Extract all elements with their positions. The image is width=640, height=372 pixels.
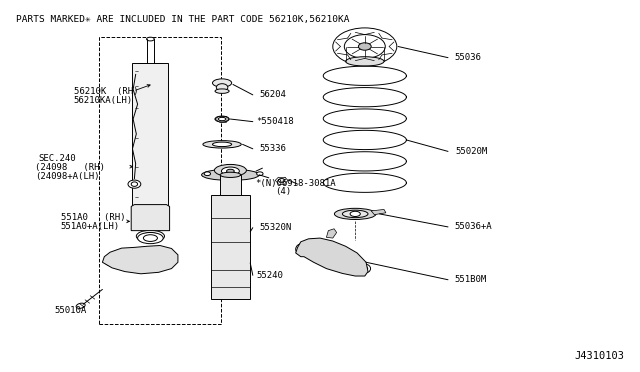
Circle shape <box>136 256 146 262</box>
Ellipse shape <box>350 211 360 217</box>
Bar <box>99 37 221 324</box>
Text: 55320N: 55320N <box>259 223 291 232</box>
Text: 55336: 55336 <box>259 144 286 153</box>
Text: 55036: 55036 <box>454 53 481 62</box>
Ellipse shape <box>202 169 259 180</box>
Circle shape <box>344 35 385 58</box>
Text: 56204: 56204 <box>259 90 286 99</box>
Text: *(N)06918-3081A: *(N)06918-3081A <box>255 179 335 187</box>
Text: 55010A: 55010A <box>54 306 86 315</box>
Ellipse shape <box>204 172 211 176</box>
Text: PARTS MARKED✳ ARE INCLUDED IN THE PART CODE 56210K,56210KA: PARTS MARKED✳ ARE INCLUDED IN THE PART C… <box>16 15 349 24</box>
Ellipse shape <box>311 247 342 265</box>
Text: 55036+A: 55036+A <box>454 222 492 231</box>
Ellipse shape <box>138 232 163 244</box>
Ellipse shape <box>319 251 334 261</box>
Ellipse shape <box>104 255 120 266</box>
Ellipse shape <box>147 235 154 238</box>
Text: 56210KA(LH): 56210KA(LH) <box>74 96 132 105</box>
Ellipse shape <box>359 264 371 273</box>
Ellipse shape <box>142 232 158 240</box>
Ellipse shape <box>334 208 376 219</box>
Ellipse shape <box>221 167 239 175</box>
Text: (24098+A(LH): (24098+A(LH) <box>35 172 100 181</box>
Bar <box>132 63 168 212</box>
Circle shape <box>333 28 397 65</box>
Ellipse shape <box>108 257 116 263</box>
Polygon shape <box>326 229 337 238</box>
Circle shape <box>358 43 371 50</box>
Ellipse shape <box>215 116 229 122</box>
Text: (4): (4) <box>275 187 291 196</box>
Ellipse shape <box>131 182 138 186</box>
Text: SEC.240: SEC.240 <box>38 154 76 163</box>
Ellipse shape <box>143 235 157 241</box>
Polygon shape <box>296 238 368 276</box>
Ellipse shape <box>163 256 170 261</box>
Text: *550418: *550418 <box>256 117 294 126</box>
Ellipse shape <box>227 169 234 173</box>
Bar <box>211 195 250 299</box>
Ellipse shape <box>220 172 241 177</box>
Bar <box>220 175 241 195</box>
Polygon shape <box>371 209 386 215</box>
Ellipse shape <box>346 57 384 66</box>
Ellipse shape <box>257 172 263 176</box>
Ellipse shape <box>218 118 226 121</box>
Ellipse shape <box>76 303 85 308</box>
Text: 551A0+A(LH): 551A0+A(LH) <box>61 222 120 231</box>
Ellipse shape <box>128 180 141 188</box>
Polygon shape <box>102 246 178 274</box>
Ellipse shape <box>342 210 368 218</box>
Ellipse shape <box>296 244 308 255</box>
Text: 551B0M: 551B0M <box>454 275 486 284</box>
Text: 551A0   (RH): 551A0 (RH) <box>61 213 125 222</box>
Text: (24098   (RH): (24098 (RH) <box>35 163 105 172</box>
Text: 55020M: 55020M <box>456 147 488 156</box>
Text: J4310103: J4310103 <box>574 351 624 361</box>
Ellipse shape <box>299 246 305 252</box>
Ellipse shape <box>362 266 367 271</box>
Circle shape <box>278 179 285 182</box>
Text: 56210K  (RH): 56210K (RH) <box>74 87 138 96</box>
Ellipse shape <box>212 142 232 147</box>
Ellipse shape <box>216 84 228 91</box>
Ellipse shape <box>215 89 229 93</box>
Text: 55240: 55240 <box>256 271 283 280</box>
Ellipse shape <box>214 164 246 176</box>
Ellipse shape <box>203 141 241 148</box>
Polygon shape <box>131 205 170 231</box>
Ellipse shape <box>160 254 173 263</box>
Ellipse shape <box>212 79 232 87</box>
Ellipse shape <box>136 230 164 242</box>
Ellipse shape <box>147 37 154 41</box>
